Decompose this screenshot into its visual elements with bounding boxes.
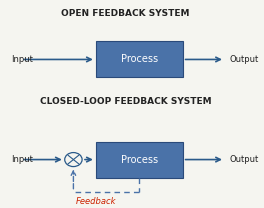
Text: Process: Process: [121, 155, 158, 165]
Text: CLOSED-LOOP FEEDBACK SYSTEM: CLOSED-LOOP FEEDBACK SYSTEM: [40, 98, 211, 106]
Text: Input: Input: [11, 55, 33, 64]
FancyBboxPatch shape: [96, 142, 183, 178]
Text: Input: Input: [11, 155, 33, 164]
Text: Process: Process: [121, 54, 158, 64]
Text: OPEN FEEDBACK SYSTEM: OPEN FEEDBACK SYSTEM: [61, 9, 190, 18]
Text: Feedback: Feedback: [76, 197, 116, 206]
Text: Output: Output: [230, 55, 259, 64]
Circle shape: [65, 152, 82, 167]
FancyBboxPatch shape: [96, 41, 183, 77]
Text: Output: Output: [230, 155, 259, 164]
